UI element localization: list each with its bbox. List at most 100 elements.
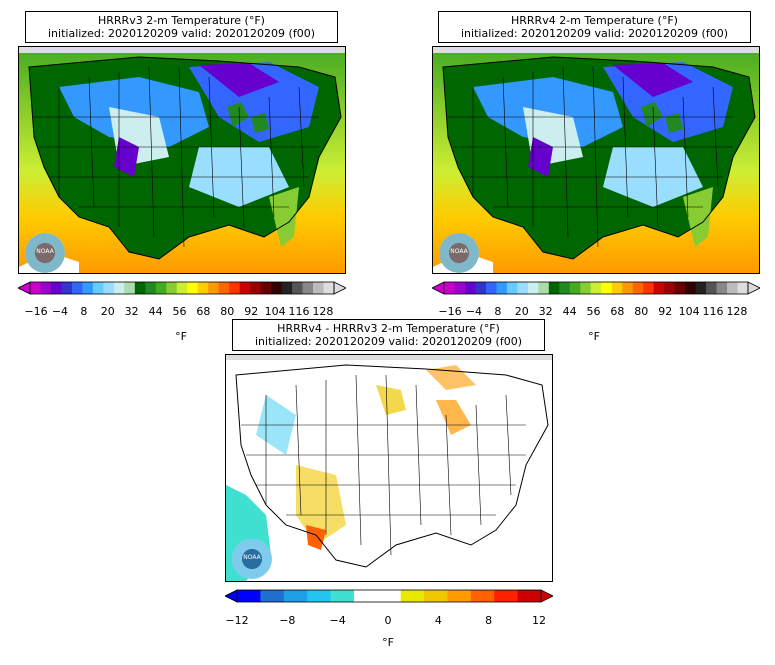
colorbar-segment <box>103 282 115 294</box>
title-box-hrrrv4: HRRRv4 2-m Temperature (°F) initialized:… <box>438 11 751 43</box>
colorbar-tick-label: 92 <box>658 305 673 318</box>
colorbar-tick-label: 8 <box>80 305 88 318</box>
colorbar-segment <box>496 282 508 294</box>
colorbar-border <box>443 281 749 295</box>
colorbar-segment <box>400 590 425 602</box>
colorbar-segment <box>643 282 655 294</box>
colorbar-segment <box>271 282 283 294</box>
colorbar-segment <box>229 282 241 294</box>
title-hrrrv4: HRRRv4 2-m Temperature (°F) <box>511 14 678 27</box>
colorbar-tick-label: 20 <box>514 305 529 318</box>
colorbar-tick-label: 68 <box>610 305 625 318</box>
colorbar-segment <box>61 282 73 294</box>
colorbar-segment <box>527 282 539 294</box>
colorbar-segment <box>302 282 314 294</box>
colorbar-segment <box>71 282 83 294</box>
colorbar-tick-label: 32 <box>124 305 139 318</box>
colorbar-segment <box>424 590 448 602</box>
colorbar-segment <box>590 282 602 294</box>
colorbar-tick-label: 116 <box>702 305 724 318</box>
colorbar-right-arrow <box>540 589 553 603</box>
difference-map: NOAA <box>225 354 553 582</box>
colorbar-segment <box>559 282 571 294</box>
colorbar-segment <box>113 282 125 294</box>
colorbar-tick-label: −16 <box>24 305 48 318</box>
map-svg-hrrrv3 <box>19 47 345 273</box>
colorbar-segment <box>197 282 209 294</box>
colorbar-segment <box>176 282 188 294</box>
colorbar-tick-label: 104 <box>678 305 700 318</box>
colorbar-segment <box>674 282 686 294</box>
colorbar-ticks-hrrrv4: −16 −4 8 20 32 44 56 68 80 92 104 116 128 <box>432 305 758 319</box>
colorbar-segment <box>134 282 146 294</box>
colorbar-segment <box>208 282 220 294</box>
title-hrrrv3: HRRRv3 2-m Temperature (°F) <box>98 14 265 27</box>
colorbar-segment <box>239 282 251 294</box>
colorbar-segment <box>124 282 136 294</box>
colorbar-tick-label: 80 <box>634 305 649 318</box>
colorbar-segment <box>611 282 623 294</box>
colorbar-tick-label: −4 <box>329 614 346 627</box>
colorbar-segment <box>494 590 519 602</box>
colorbar-segment <box>313 282 325 294</box>
colorbar-segment <box>237 590 261 602</box>
noaa-logo-icon: NOAA <box>439 233 479 273</box>
colorbar-segment <box>475 282 487 294</box>
colorbar-segment <box>727 282 739 294</box>
colorbar-segment <box>30 282 41 294</box>
colorbar-segment <box>283 590 308 602</box>
colorbar-segment <box>218 282 230 294</box>
colorbar-segment <box>323 282 335 294</box>
colorbar-tick-label: 56 <box>172 305 187 318</box>
colorbar-segment <box>517 590 542 602</box>
colorbar-left-arrow <box>225 589 238 603</box>
colorbar-tick-label: −4 <box>465 305 483 318</box>
colorbar-segment <box>155 282 167 294</box>
colorbar-segment <box>706 282 718 294</box>
colorbar-tick-label: 4 <box>434 614 442 627</box>
colorbar-segment <box>377 590 402 602</box>
title-box-difference: HRRRv4 - HRRRv3 2-m Temperature (°F) ini… <box>232 319 545 351</box>
colorbar-segment <box>580 282 592 294</box>
colorbar-left-arrow <box>18 281 31 295</box>
colorbar-segment <box>353 590 378 602</box>
colorbar-segment <box>464 282 476 294</box>
unit-label-hrrrv3: °F <box>175 330 187 343</box>
colorbar-segment <box>548 282 560 294</box>
colorbar-segment <box>50 282 62 294</box>
colorbar-segment <box>40 282 52 294</box>
colorbar-segment <box>517 282 529 294</box>
noaa-logo-icon: NOAA <box>25 233 65 273</box>
colorbar-tick-label: 116 <box>288 305 310 318</box>
colorbar-hrrrv4 <box>432 281 760 295</box>
colorbar-segment <box>82 282 94 294</box>
colorbar-right-arrow <box>747 281 760 295</box>
colorbar-tick-label: 104 <box>264 305 286 318</box>
colorbar-tick-label: 0 <box>384 614 392 627</box>
colorbar-segment <box>444 282 455 294</box>
colorbar-tick-label: 80 <box>220 305 235 318</box>
colorbar-tick-label: 20 <box>100 305 115 318</box>
unit-label-hrrrv4: °F <box>588 330 600 343</box>
colorbar-segment <box>92 282 104 294</box>
colorbar-tick-label: −12 <box>225 614 249 627</box>
colorbar-tick-label: 44 <box>148 305 163 318</box>
noaa-logo-icon: NOAA <box>232 539 272 579</box>
colorbar-border <box>29 281 335 295</box>
subtitle-hrrrv4: initialized: 2020120209 valid: 202012020… <box>461 27 728 40</box>
colorbar-right-arrow <box>333 281 346 295</box>
colorbar-hrrrv3 <box>18 281 346 295</box>
colorbar-segment <box>260 282 272 294</box>
colorbar-tick-label: 68 <box>196 305 211 318</box>
subtitle-difference: initialized: 2020120209 valid: 202012020… <box>255 335 522 348</box>
colorbar-segment <box>187 282 199 294</box>
map-svg-difference <box>226 355 552 581</box>
colorbar-tick-label: −16 <box>438 305 462 318</box>
colorbar-tick-label: 32 <box>538 305 553 318</box>
colorbar-tick-label: 8 <box>485 614 493 627</box>
temperature-map-hrrrv4: NOAA <box>432 46 760 274</box>
colorbar-segment <box>622 282 634 294</box>
colorbar-segment <box>569 282 581 294</box>
unit-label-difference: °F <box>382 636 394 649</box>
colorbar-tick-label: 92 <box>244 305 259 318</box>
